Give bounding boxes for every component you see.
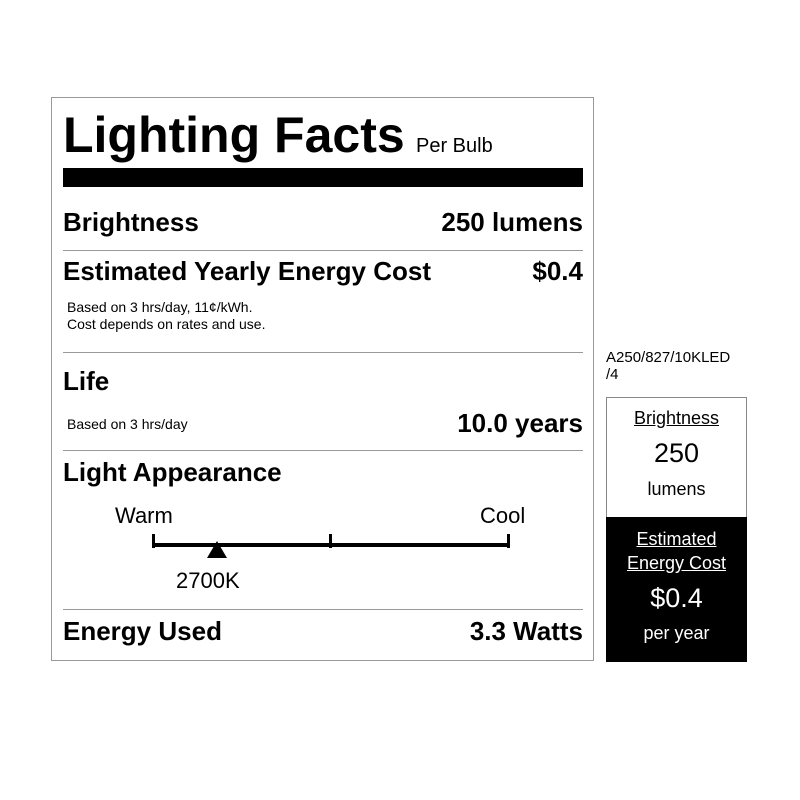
side-cost-label-2: Energy Cost [626, 553, 727, 573]
cost-note-1: Based on 3 hrs/day, 11¢/kWh. [67, 299, 253, 315]
side-brightness-value: 250 [653, 438, 700, 468]
side-brightness-label: Brightness [633, 408, 720, 428]
model-number: A250/827/10KLED [606, 349, 731, 366]
label-title: Lighting Facts [63, 107, 405, 163]
warm-label: Warm [115, 503, 173, 528]
label-subtitle: Per Bulb [416, 135, 493, 157]
cost-label: Estimated Yearly Energy Cost [63, 256, 432, 286]
appearance-label: Light Appearance [63, 457, 282, 487]
side-brightness-unit: lumens [647, 479, 706, 499]
title-bar [63, 168, 583, 187]
lighting-facts-panel [51, 97, 594, 661]
side-cost-unit: per year [643, 623, 710, 643]
model-number-cont: /4 [606, 366, 619, 383]
divider [63, 450, 583, 451]
brightness-label: Brightness [63, 207, 199, 237]
divider [63, 609, 583, 610]
divider [63, 250, 583, 251]
summary-box: Brightness 250 lumens Estimated Energy C… [606, 397, 747, 662]
life-note: Based on 3 hrs/day [67, 416, 188, 432]
scale-tick [152, 534, 155, 548]
brightness-value: 250 lumens [441, 207, 583, 237]
cost-note-2: Cost depends on rates and use. [67, 316, 266, 332]
cost-value: $0.4 [532, 256, 583, 286]
energy-value: 3.3 Watts [469, 616, 583, 646]
divider [63, 352, 583, 353]
cool-label: Cool [480, 503, 526, 528]
life-label: Life [63, 366, 110, 396]
life-value: 10.0 years [457, 408, 583, 438]
scale-tick [507, 534, 510, 548]
temperature-value: 2700K [176, 568, 240, 593]
scale-tick [329, 534, 332, 548]
side-cost-panel: Estimated Energy Cost $0.4 per year [606, 517, 747, 662]
side-cost-label-1: Estimated [636, 529, 717, 549]
side-cost-value: $0.4 [650, 583, 703, 613]
temperature-marker-icon [207, 541, 228, 558]
energy-label: Energy Used [63, 616, 222, 646]
